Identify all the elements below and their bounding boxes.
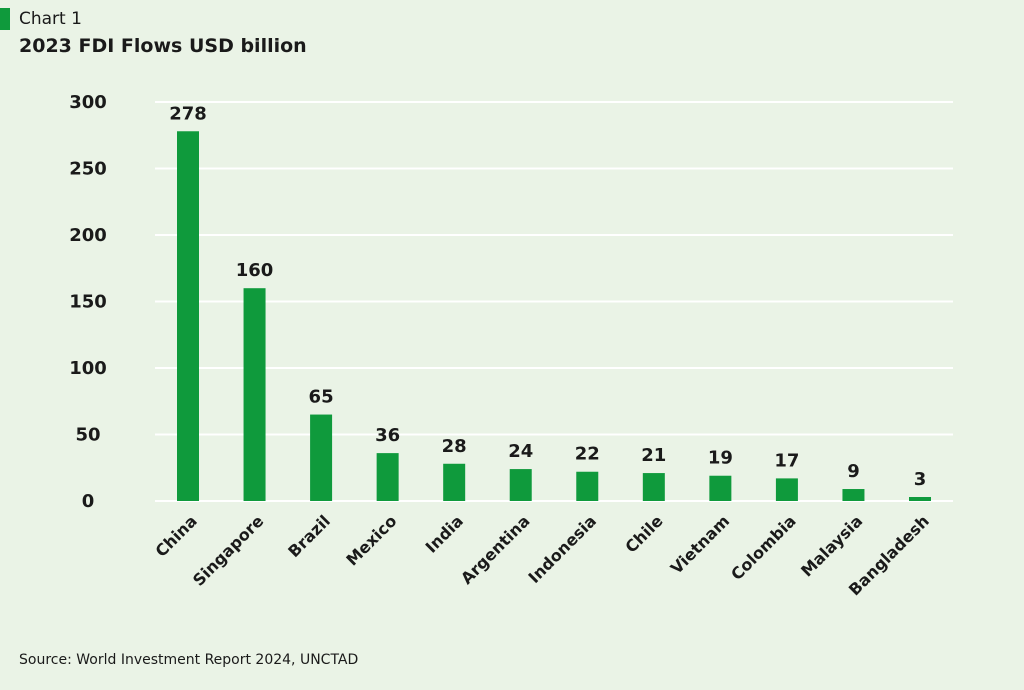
data-label: 17	[774, 450, 799, 471]
y-tick-label: 300	[69, 92, 107, 113]
bar-vietnam	[709, 475, 732, 501]
bar-china	[177, 131, 199, 501]
data-label: 278	[169, 103, 207, 124]
bar-colombia	[775, 478, 798, 501]
x-tick-label: India	[422, 511, 467, 556]
data-label: 19	[708, 448, 733, 469]
x-tick-label: Vietnam	[667, 511, 733, 577]
y-tick-label: 0	[82, 491, 95, 512]
bar-argentina	[509, 469, 532, 501]
bar-brazil	[310, 414, 333, 501]
x-tick-label: Mexico	[342, 511, 400, 569]
bar-malaysia	[842, 489, 865, 501]
bar-bangladesh	[909, 497, 931, 501]
accent-block	[0, 8, 10, 30]
data-label: 160	[236, 260, 274, 281]
x-tick-label: Argentina	[457, 511, 534, 588]
x-tick-label: Malaysia	[797, 511, 866, 580]
bar-india	[443, 463, 466, 501]
data-label: 24	[508, 441, 533, 462]
y-tick-label: 50	[75, 425, 100, 446]
y-tick-label: 250	[69, 159, 107, 180]
x-tick-label: Indonesia	[525, 511, 601, 587]
data-label: 22	[575, 444, 600, 465]
data-label: 21	[641, 445, 666, 466]
bar-chile	[642, 473, 665, 501]
x-tick-label: Chile	[621, 511, 666, 556]
source-note: Source: World Investment Report 2024, UN…	[19, 652, 359, 668]
x-tick-label: Singapore	[189, 511, 267, 589]
data-label: 65	[309, 387, 334, 408]
data-label: 28	[442, 436, 467, 457]
bar-singapore	[243, 288, 266, 501]
x-tick-label: China	[151, 511, 200, 560]
x-tick-label: Brazil	[284, 511, 334, 561]
data-label: 36	[375, 425, 400, 446]
data-label: 9	[847, 461, 860, 482]
y-tick-label: 200	[69, 225, 107, 246]
bar-mexico	[376, 453, 399, 501]
chart-title: 2023 FDI Flows USD billion	[19, 35, 307, 57]
y-tick-label: 100	[69, 358, 107, 379]
chart-label: Chart 1	[19, 9, 82, 29]
data-label: 3	[914, 469, 927, 490]
bar-indonesia	[576, 471, 599, 501]
y-tick-label: 150	[69, 292, 107, 313]
x-tick-label: Colombia	[727, 511, 800, 584]
